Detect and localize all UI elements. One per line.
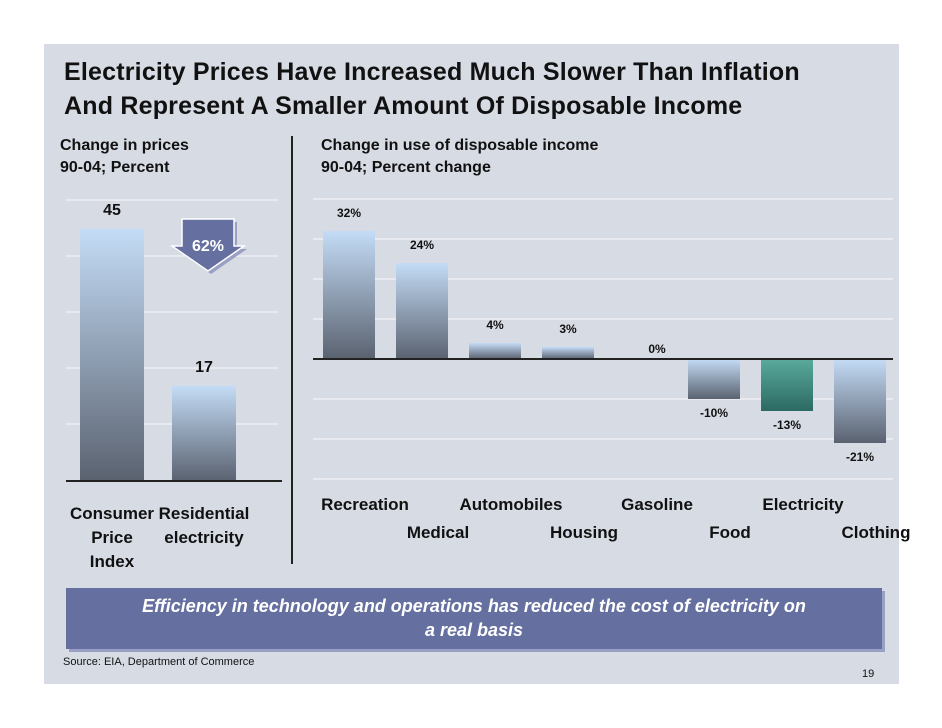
category-label-line: Residential: [158, 504, 250, 523]
left-chart-title: Change in prices: [60, 137, 189, 154]
category-label-line: Consumer: [69, 504, 155, 523]
left-chart-subtitle: 90-04; Percent: [60, 159, 170, 176]
right-category-label: Gasoline: [621, 495, 693, 514]
right-bar-1: [396, 263, 448, 359]
right-bar-value-label: -10%: [700, 406, 728, 420]
right-category-label: Electricity: [762, 495, 844, 514]
right-chart-subtitle: 90-04; Percent change: [321, 159, 491, 176]
category-label-line: Index: [89, 552, 135, 571]
category-label-line: electricity: [164, 528, 244, 547]
right-bar-7: [834, 359, 886, 443]
right-bar-value-label: 0%: [648, 342, 666, 356]
down-arrow-icon: [169, 218, 247, 272]
left-bar-value-label: 17: [195, 359, 213, 376]
right-category-label: Automobiles: [459, 495, 563, 514]
right-bar-2: [469, 343, 521, 359]
right-bar-value-label: 24%: [410, 238, 434, 252]
right-bar-3: [542, 347, 594, 359]
right-category-label: Recreation: [321, 495, 409, 514]
page-number: 19: [862, 668, 875, 680]
callout-line1: Efficiency in technology and operations …: [142, 596, 806, 616]
right-category-label: Housing: [550, 523, 618, 542]
right-category-label: Food: [709, 523, 751, 542]
source-note: Source: EIA, Department of Commerce: [63, 656, 255, 668]
arrow-percent-label: 62%: [192, 238, 224, 255]
right-category-label: Clothing: [841, 523, 911, 542]
right-bar-value-label: -21%: [846, 450, 874, 464]
category-label-line: Price: [91, 528, 133, 547]
slide-background: [44, 44, 899, 684]
callout-box: Efficiency in technology and operations …: [66, 588, 882, 649]
right-bar-value-label: 32%: [337, 206, 361, 220]
callout-line2: a real basis: [424, 620, 524, 640]
right-bar-6: [761, 359, 813, 411]
chart-divider: [291, 136, 293, 564]
right-bar-5: [688, 359, 740, 399]
right-chart-title: Change in use of disposable income: [321, 137, 599, 154]
left-bar-1: [172, 385, 236, 481]
right-bar-value-label: -13%: [773, 418, 801, 432]
right-bar-value-label: 3%: [559, 322, 577, 336]
slide-title-line1: Electricity Prices Have Increased Much S…: [64, 58, 800, 86]
right-category-label: Medical: [406, 523, 470, 542]
left-category-label: Residential electricity: [144, 502, 264, 550]
right-bar-0: [323, 231, 375, 359]
right-bar-value-label: 4%: [486, 318, 504, 332]
left-bar-0: [80, 229, 144, 481]
left-category-label: Consumer Price Index: [52, 502, 172, 574]
left-bar-value-label: 45: [103, 202, 121, 219]
slide-title-line2: And Represent A Smaller Amount Of Dispos…: [64, 92, 743, 120]
